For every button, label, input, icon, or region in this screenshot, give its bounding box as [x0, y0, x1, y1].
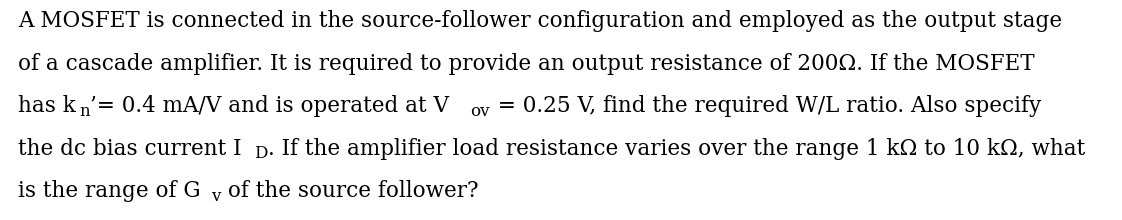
Text: of the source follower?: of the source follower?: [221, 180, 478, 202]
Text: ov: ov: [470, 103, 489, 120]
Text: = 0.25 V, find the required W/L ratio. Also specify: = 0.25 V, find the required W/L ratio. A…: [490, 95, 1041, 117]
Text: ’= 0.4 mA/V and is operated at V: ’= 0.4 mA/V and is operated at V: [90, 95, 450, 117]
Text: D: D: [254, 145, 268, 162]
Text: is the range of G: is the range of G: [18, 180, 201, 202]
Text: of a cascade amplifier. It is required to provide an output resistance of 200Ω. : of a cascade amplifier. It is required t…: [18, 53, 1034, 75]
Text: v: v: [211, 188, 220, 205]
Text: the dc bias current I: the dc bias current I: [18, 138, 241, 160]
Text: n: n: [79, 103, 90, 120]
Text: has k: has k: [18, 95, 76, 117]
Text: A MOSFET is connected in the source-follower configuration and employed as the o: A MOSFET is connected in the source-foll…: [18, 11, 1063, 33]
Text: . If the amplifier load resistance varies over the range 1 kΩ to 10 kΩ, what: . If the amplifier load resistance varie…: [268, 138, 1086, 160]
